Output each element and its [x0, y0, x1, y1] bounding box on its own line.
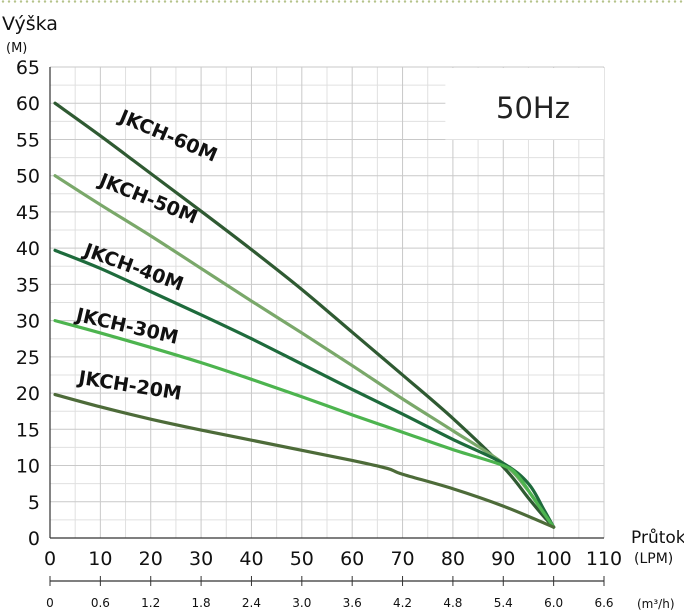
x-tick-label: 60 — [340, 548, 364, 570]
series-line-jkch-30m — [53, 319, 556, 529]
x-tick-label: 40 — [239, 548, 263, 570]
x-tick-label: 50 — [290, 548, 314, 570]
series-line-jkch-60m — [53, 101, 556, 529]
series-line-jkch-20m — [53, 392, 556, 529]
y-tick-label: 30 — [16, 311, 40, 333]
y-tick-label: 10 — [16, 456, 40, 478]
x2-tick-label: 1.2 — [141, 596, 160, 610]
x-axis-title: Průtok — [631, 528, 684, 548]
y-tick-label: 65 — [16, 57, 40, 79]
frequency-label-box — [445, 68, 604, 140]
x-tick-label: 30 — [189, 548, 213, 570]
x2-tick-labels: 0 0.6 1.2 1.8 2.4 3.0 3.6 4.2 4.8 5.4 6.0 6.6 — [46, 596, 613, 610]
axes — [49, 67, 605, 586]
y-tick-label: 35 — [16, 274, 40, 296]
x2-tick-label: 3.6 — [343, 596, 362, 610]
x-tick-label: 110 — [586, 548, 622, 570]
y-tick-labels: 0 5 10 15 20 25 30 35 40 45 50 55 60 65 — [16, 57, 40, 550]
dotted-top-border — [0, 0, 684, 3]
x2-tick-label: 4.8 — [443, 596, 462, 610]
x2-tick-label: 6.0 — [544, 596, 563, 610]
y-axis-title: Výška — [2, 13, 58, 35]
y-tick-label: 50 — [16, 166, 40, 188]
x-tick-label: 100 — [536, 548, 572, 570]
x-tick-label: 10 — [88, 548, 112, 570]
x2-tick-label: 2.4 — [242, 596, 261, 610]
x2-tick-label: 6.6 — [594, 596, 613, 610]
y-tick-label: 0 — [28, 528, 40, 550]
x2-tick-label: 1.8 — [192, 596, 211, 610]
x-axis-unit: (LPM) — [634, 551, 673, 567]
series-line-jkch-40m — [53, 248, 556, 529]
y-tick-label: 5 — [28, 492, 40, 514]
y-tick-label: 55 — [16, 129, 40, 151]
x-tick-label: 90 — [491, 548, 515, 570]
x2-tick-label: 3.0 — [292, 596, 311, 610]
x-tick-label: 0 — [44, 548, 56, 570]
frequency-label: 50Hz — [496, 91, 570, 125]
y-axis-unit: (M) — [6, 41, 27, 56]
x2-tick-label: 4.2 — [393, 596, 412, 610]
x2-tick-label: 0.6 — [91, 596, 110, 610]
y-tick-label: 45 — [16, 202, 40, 224]
minor-grid — [50, 67, 604, 538]
y-tick-label: 15 — [16, 419, 40, 441]
x-tick-label: 80 — [441, 548, 465, 570]
x-tick-label: 20 — [139, 548, 163, 570]
x2-tick-label: 0 — [46, 596, 54, 610]
series-line-jkch-50m — [53, 174, 556, 529]
series-lines — [53, 101, 556, 529]
y-tick-label: 20 — [16, 383, 40, 405]
y-tick-label: 40 — [16, 238, 40, 260]
y-tick-label: 60 — [16, 93, 40, 115]
x2-axis-unit: (m³/h) — [637, 597, 675, 611]
x-tick-label: 70 — [390, 548, 414, 570]
y-tick-label: 25 — [16, 347, 40, 369]
x2-tick-label: 5.4 — [494, 596, 513, 610]
x-tick-labels: 0 10 20 30 40 50 60 70 80 90 100 110 — [44, 548, 622, 570]
series-label-jkch-20m: JKCH-20M — [75, 367, 183, 405]
series-label-jkch-30m: JKCH-30M — [72, 304, 180, 349]
